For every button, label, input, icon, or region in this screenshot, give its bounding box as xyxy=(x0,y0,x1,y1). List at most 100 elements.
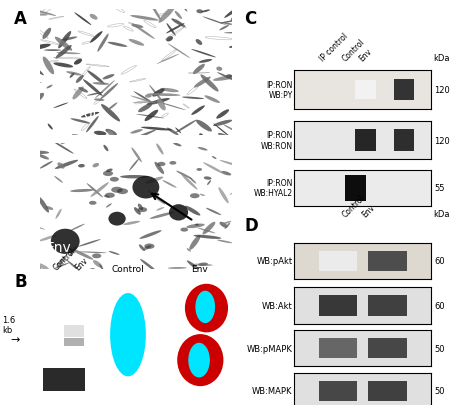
Ellipse shape xyxy=(36,263,49,271)
Ellipse shape xyxy=(182,6,187,13)
Ellipse shape xyxy=(123,221,140,226)
Bar xyxy=(393,79,414,101)
Text: C: C xyxy=(244,10,256,28)
Ellipse shape xyxy=(212,157,217,160)
Ellipse shape xyxy=(218,134,237,143)
Ellipse shape xyxy=(66,137,83,141)
Ellipse shape xyxy=(92,83,109,85)
Ellipse shape xyxy=(198,228,216,234)
Ellipse shape xyxy=(90,15,98,21)
Text: Control: Control xyxy=(340,37,366,63)
Ellipse shape xyxy=(213,120,232,127)
Ellipse shape xyxy=(99,264,107,276)
Ellipse shape xyxy=(157,100,166,111)
Ellipse shape xyxy=(156,144,164,155)
Ellipse shape xyxy=(27,69,40,75)
Ellipse shape xyxy=(219,26,229,31)
Ellipse shape xyxy=(196,40,202,46)
Ellipse shape xyxy=(55,209,62,219)
Ellipse shape xyxy=(17,3,49,10)
Ellipse shape xyxy=(72,134,86,141)
Ellipse shape xyxy=(134,92,154,104)
Ellipse shape xyxy=(131,148,142,163)
Ellipse shape xyxy=(224,33,254,34)
Text: Control: Control xyxy=(46,107,96,121)
Ellipse shape xyxy=(149,2,162,23)
Ellipse shape xyxy=(196,168,202,171)
Text: kDa: kDa xyxy=(434,54,450,63)
Ellipse shape xyxy=(94,132,107,136)
Ellipse shape xyxy=(145,111,158,122)
Ellipse shape xyxy=(95,81,115,99)
Ellipse shape xyxy=(193,65,205,75)
Ellipse shape xyxy=(204,177,211,180)
Ellipse shape xyxy=(21,238,40,245)
Ellipse shape xyxy=(30,46,36,52)
Ellipse shape xyxy=(217,73,236,82)
Ellipse shape xyxy=(86,117,99,133)
Ellipse shape xyxy=(221,172,231,176)
Ellipse shape xyxy=(229,184,250,196)
Ellipse shape xyxy=(138,104,152,113)
Ellipse shape xyxy=(203,163,225,175)
Ellipse shape xyxy=(188,343,210,377)
Ellipse shape xyxy=(185,284,228,333)
Ellipse shape xyxy=(87,93,103,96)
Bar xyxy=(393,130,414,151)
Text: A: A xyxy=(14,10,27,28)
Ellipse shape xyxy=(138,208,147,213)
Ellipse shape xyxy=(141,128,172,131)
Ellipse shape xyxy=(40,162,53,169)
Ellipse shape xyxy=(219,188,229,204)
Bar xyxy=(346,176,366,201)
Ellipse shape xyxy=(226,75,232,79)
Ellipse shape xyxy=(110,177,119,182)
Ellipse shape xyxy=(150,212,174,220)
Ellipse shape xyxy=(184,206,201,216)
Ellipse shape xyxy=(55,38,72,51)
Ellipse shape xyxy=(109,252,119,255)
Ellipse shape xyxy=(201,11,210,13)
Ellipse shape xyxy=(133,102,160,103)
Ellipse shape xyxy=(54,177,63,183)
Ellipse shape xyxy=(73,87,84,100)
Ellipse shape xyxy=(199,60,212,64)
Ellipse shape xyxy=(190,194,200,199)
Ellipse shape xyxy=(105,130,117,136)
Ellipse shape xyxy=(94,99,104,102)
Ellipse shape xyxy=(97,34,109,53)
Ellipse shape xyxy=(206,208,221,215)
Bar xyxy=(368,338,407,358)
Ellipse shape xyxy=(158,6,176,24)
Ellipse shape xyxy=(89,201,97,205)
Ellipse shape xyxy=(46,85,53,89)
Ellipse shape xyxy=(189,235,201,250)
Ellipse shape xyxy=(51,229,80,254)
Ellipse shape xyxy=(168,45,190,59)
Ellipse shape xyxy=(26,51,40,58)
Ellipse shape xyxy=(43,29,51,40)
Ellipse shape xyxy=(25,134,39,142)
Ellipse shape xyxy=(120,175,148,179)
Ellipse shape xyxy=(223,125,239,134)
Ellipse shape xyxy=(176,171,192,180)
Ellipse shape xyxy=(219,222,228,228)
Ellipse shape xyxy=(216,67,222,72)
Ellipse shape xyxy=(198,147,208,151)
Text: 50: 50 xyxy=(434,344,445,353)
Ellipse shape xyxy=(29,21,39,23)
Ellipse shape xyxy=(166,24,176,37)
Ellipse shape xyxy=(195,224,199,226)
Ellipse shape xyxy=(81,113,99,118)
Ellipse shape xyxy=(102,75,114,80)
Text: Env: Env xyxy=(191,264,208,273)
Text: kDa: kDa xyxy=(434,210,450,219)
Text: WB:pAkt: WB:pAkt xyxy=(256,257,292,266)
Bar xyxy=(368,381,407,401)
Ellipse shape xyxy=(169,205,188,221)
Text: Env: Env xyxy=(357,47,373,63)
Text: 50: 50 xyxy=(434,386,445,395)
Ellipse shape xyxy=(67,260,81,272)
Ellipse shape xyxy=(213,124,231,138)
Bar xyxy=(319,251,357,271)
